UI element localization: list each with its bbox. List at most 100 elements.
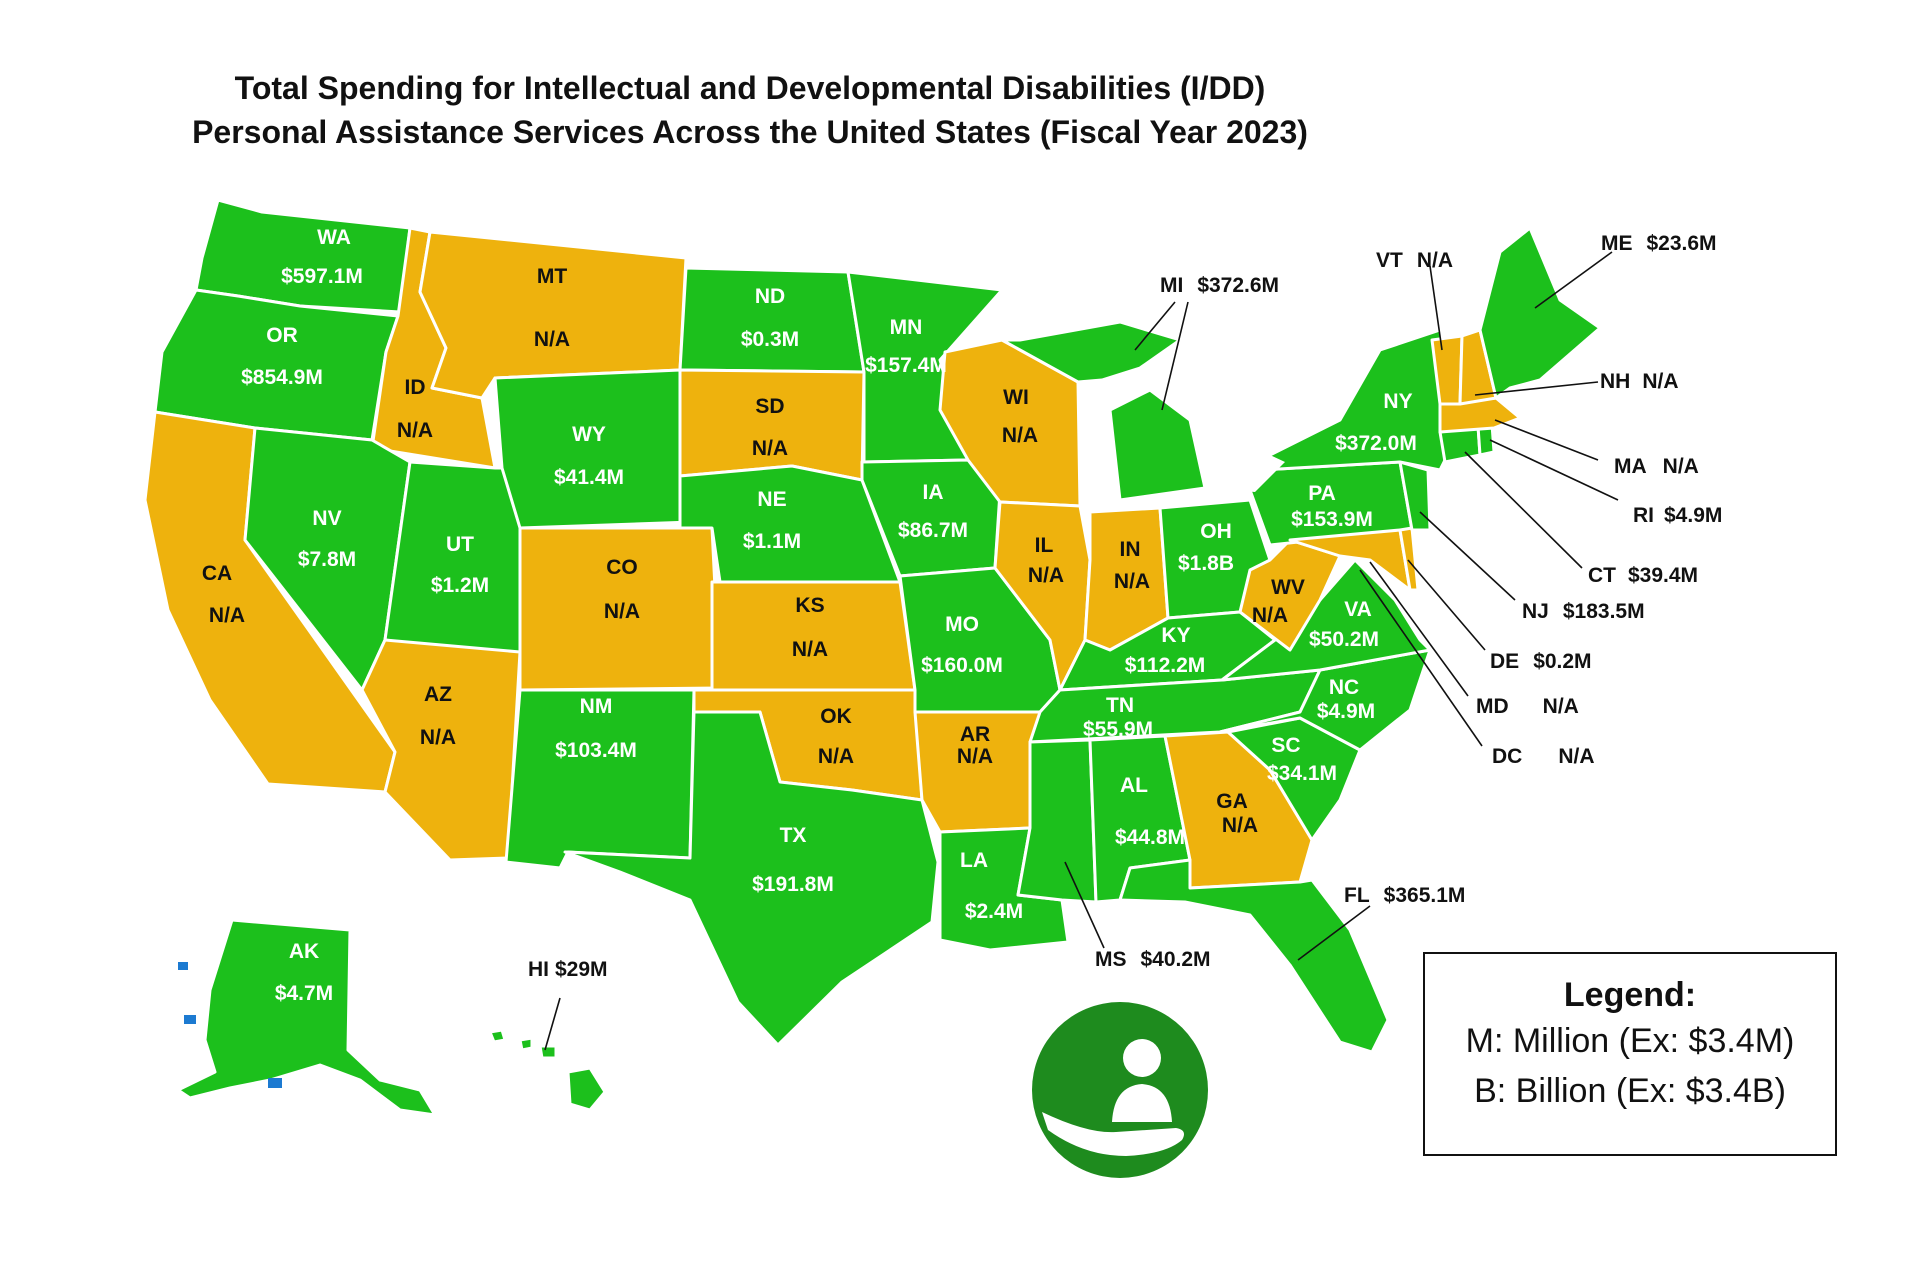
label-ga-value: N/A — [1222, 814, 1258, 837]
svg-text:$1.8B: $1.8B — [1178, 552, 1234, 575]
label-il-value: N/A — [1028, 564, 1064, 587]
label-nd-value: $0.3M — [741, 328, 799, 351]
label-in-abbr: IN — [1120, 538, 1141, 561]
label-ia-value: $86.7M — [898, 519, 968, 542]
state-sd[interactable] — [678, 368, 866, 482]
svg-text:IL: IL — [1035, 534, 1054, 557]
state-nj[interactable] — [1398, 460, 1432, 532]
state-wv[interactable] — [1238, 538, 1342, 652]
svg-text:$191.8M: $191.8M — [752, 873, 834, 896]
state-mi[interactable] — [1000, 320, 1207, 502]
svg-text:N/A: N/A — [209, 604, 245, 627]
svg-text:NY: NY — [1383, 390, 1412, 413]
svg-text:$55.9M: $55.9M — [1083, 718, 1153, 741]
svg-text:WI: WI — [1003, 386, 1029, 409]
state-wy[interactable] — [493, 368, 694, 530]
label-ny-abbr: NY — [1383, 390, 1412, 413]
label-ky-abbr: KY — [1161, 624, 1190, 647]
svg-text:TN: TN — [1106, 694, 1134, 717]
svg-text:CT$39.4M: CT $39.4M — [1588, 564, 1698, 587]
leader-me — [1534, 251, 1613, 309]
ext-fl-value: $365.1M — [1384, 884, 1466, 907]
person-in-hand-icon — [1032, 1002, 1208, 1178]
svg-text:$153.9M: $153.9M — [1291, 508, 1373, 531]
svg-text:$1.2M: $1.2M — [431, 574, 489, 597]
label-ga-abbr: GA — [1216, 790, 1248, 813]
label-ok-value: N/A — [818, 745, 854, 768]
label-az-abbr: AZ — [424, 683, 452, 706]
svg-text:N/A: N/A — [752, 437, 788, 460]
label-pa-abbr: PA — [1308, 482, 1336, 505]
svg-text:$7.8M: $7.8M — [298, 548, 356, 571]
lake-erie — [1205, 455, 1285, 492]
ext-nj-abbr: NJ — [1522, 600, 1549, 623]
state-hi[interactable] — [488, 1028, 607, 1112]
state-md[interactable] — [1288, 528, 1412, 592]
title-line-1: Total Spending for Intellectual and Deve… — [234, 70, 1266, 106]
ext-fl-abbr: FL — [1344, 884, 1370, 907]
leader-md — [1369, 561, 1469, 697]
label-mo-value: $160.0M — [921, 654, 1003, 677]
svg-text:N/A: N/A — [1028, 564, 1064, 587]
label-ia-abbr: IA — [923, 481, 944, 504]
label-or-value: $854.9M — [241, 366, 323, 389]
label-co-value: N/A — [604, 600, 640, 623]
label-or-abbr: OR — [266, 324, 298, 347]
external-labels: MI $372.6M VT N/A ME $23.6M NH N/A MA N/A RI $… — [275, 232, 1723, 1005]
state-fl[interactable] — [1118, 858, 1390, 1054]
label-wa-value: $597.1M — [281, 265, 363, 288]
state-tx[interactable] — [563, 710, 940, 1047]
label-sc-value: $34.1M — [1267, 762, 1337, 785]
svg-text:OH: OH — [1200, 520, 1232, 543]
label-va-value: $50.2M — [1309, 628, 1379, 651]
ext-ct-abbr: CT — [1588, 564, 1616, 587]
svg-text:$50.2M: $50.2M — [1309, 628, 1379, 651]
svg-text:CA: CA — [202, 562, 232, 585]
legend: Legend: M: Million (Ex: $3.4M) B: Billio… — [1423, 952, 1837, 1156]
state-me[interactable] — [1478, 226, 1602, 400]
state-ak[interactable] — [176, 918, 437, 1117]
label-mt-abbr: MT — [537, 265, 567, 288]
label-mo-abbr: MO — [945, 613, 979, 636]
state-nd[interactable] — [678, 266, 866, 374]
svg-text:LA: LA — [960, 849, 988, 872]
label-in-value: N/A — [1114, 570, 1150, 593]
svg-text:OK: OK — [820, 705, 852, 728]
svg-text:AZ: AZ — [424, 683, 452, 706]
label-id-abbr: ID — [405, 376, 426, 399]
state-az[interactable] — [360, 638, 522, 862]
label-ca-value: N/A — [209, 604, 245, 627]
label-oh-value: $1.8B — [1178, 552, 1234, 575]
svg-text:AR: AR — [960, 723, 990, 746]
leader-ct — [1464, 451, 1583, 569]
svg-text:$86.7M: $86.7M — [898, 519, 968, 542]
label-mn-abbr: MN — [890, 316, 923, 339]
label-ne-value: $1.1M — [743, 530, 801, 553]
ext-me-value: $23.6M — [1647, 232, 1717, 255]
label-ar-value: N/A — [957, 745, 993, 768]
state-de[interactable] — [1398, 526, 1420, 592]
ext-me-abbr: ME — [1601, 232, 1633, 255]
svg-text:SC: SC — [1271, 734, 1300, 757]
leader-de — [1407, 559, 1486, 651]
leader-mi — [1134, 301, 1176, 351]
svg-text:NV: NV — [312, 507, 341, 530]
svg-text:MAN/A: MA N/A — [1614, 455, 1699, 478]
legend-billion: B: Billion (Ex: $3.4B) — [1474, 1072, 1786, 1110]
label-nc-abbr: NC — [1329, 676, 1359, 699]
svg-text:$597.1M: $597.1M — [281, 265, 363, 288]
state-nc[interactable] — [1218, 648, 1432, 752]
svg-text:MI$372.6M: MI $372.6M — [1160, 274, 1279, 297]
label-nv-value: $7.8M — [298, 548, 356, 571]
label-oh-abbr: OH — [1200, 520, 1232, 543]
svg-text:$2.4M: $2.4M — [965, 900, 1023, 923]
ext-ri-abbr: RI — [1633, 504, 1654, 527]
state-ms[interactable] — [1016, 738, 1098, 904]
label-la-abbr: LA — [960, 849, 988, 872]
legend-title: Legend: — [1563, 976, 1697, 1014]
svg-text:NM: NM — [580, 695, 613, 718]
label-wy-value: $41.4M — [554, 466, 624, 489]
svg-text:TX: TX — [780, 824, 807, 847]
svg-text:$160.0M: $160.0M — [921, 654, 1003, 677]
svg-text:IN: IN — [1120, 538, 1141, 561]
